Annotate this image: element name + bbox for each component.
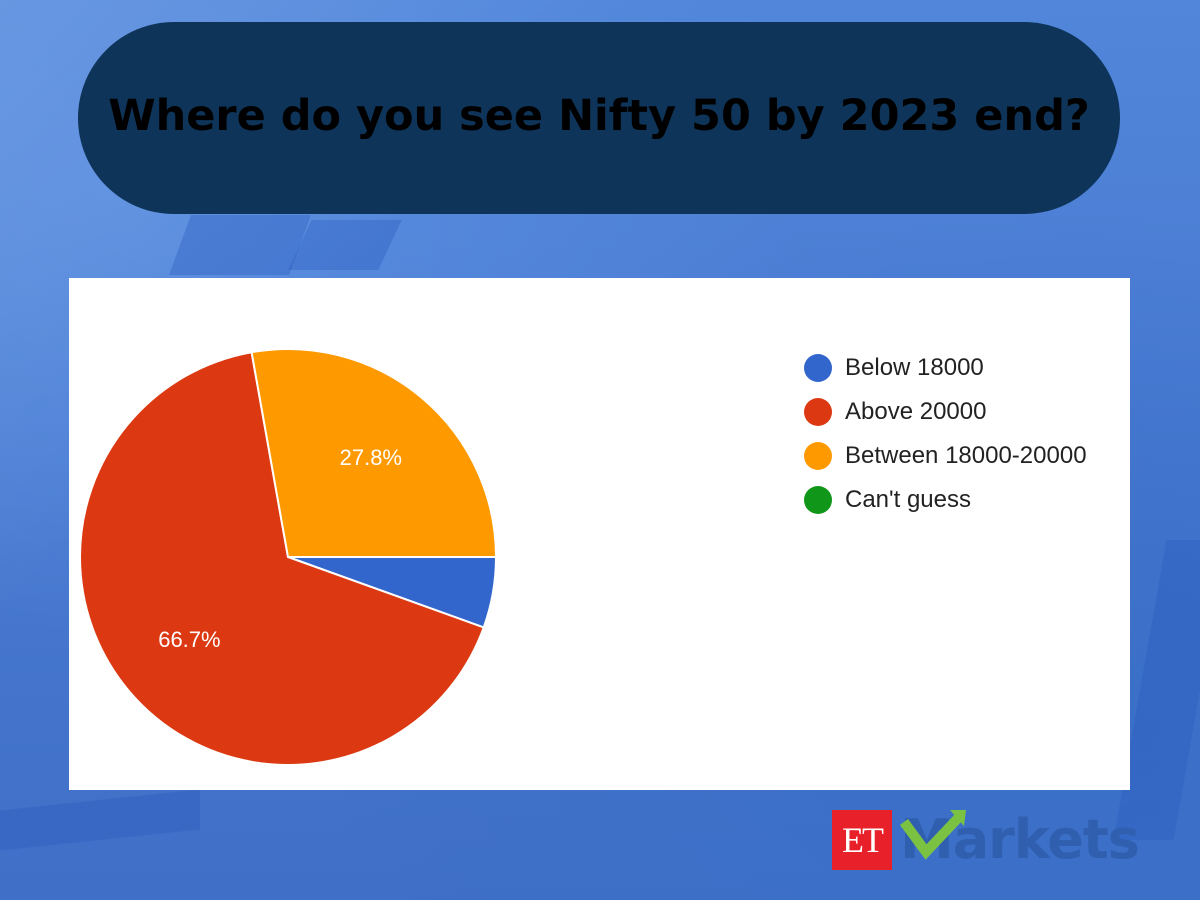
pie-slice-between-18000-20000[interactable] bbox=[250, 348, 498, 558]
legend-item[interactable]: Between 18000-20000 bbox=[804, 434, 1087, 478]
page-title: Where do you see Nifty 50 by 2023 end? bbox=[108, 91, 1090, 141]
slice-data-label: 66.7% bbox=[158, 627, 221, 653]
legend-label: Above 20000 bbox=[845, 398, 987, 425]
background-shape bbox=[0, 789, 200, 851]
slice-data-label: 27.8% bbox=[339, 445, 403, 471]
legend-label: Below 18000 bbox=[845, 354, 984, 381]
legend-dot-icon bbox=[804, 354, 832, 382]
pie-slice-above-20000[interactable] bbox=[79, 351, 485, 766]
legend-dot-icon bbox=[804, 442, 832, 470]
legend-dot-icon bbox=[804, 486, 832, 514]
legend-label: Between 18000-20000 bbox=[845, 442, 1087, 469]
title-banner: Where do you see Nifty 50 by 2023 end? bbox=[78, 22, 1120, 214]
logo-et: ET bbox=[832, 810, 892, 870]
pie-chart-card: 66.7% 27.8% Below 18000 Above 20000 Between… bbox=[69, 278, 1130, 790]
chart-legend: Below 18000 Above 20000 Between 18000-2000… bbox=[804, 346, 1087, 522]
legend-label: Can't guess bbox=[845, 486, 971, 513]
legend-item[interactable]: Above 20000 bbox=[804, 390, 1087, 434]
logo-markets-wordmark: Markets bbox=[900, 810, 1140, 870]
legend-dot-icon bbox=[804, 398, 832, 426]
pie-chart bbox=[79, 348, 498, 766]
legend-item[interactable]: Below 18000 bbox=[804, 346, 1087, 390]
legend-item[interactable]: Can't guess bbox=[804, 478, 1087, 522]
et-markets-logo: ET Markets bbox=[832, 810, 1140, 870]
checkmark-arrow-icon bbox=[900, 810, 966, 860]
